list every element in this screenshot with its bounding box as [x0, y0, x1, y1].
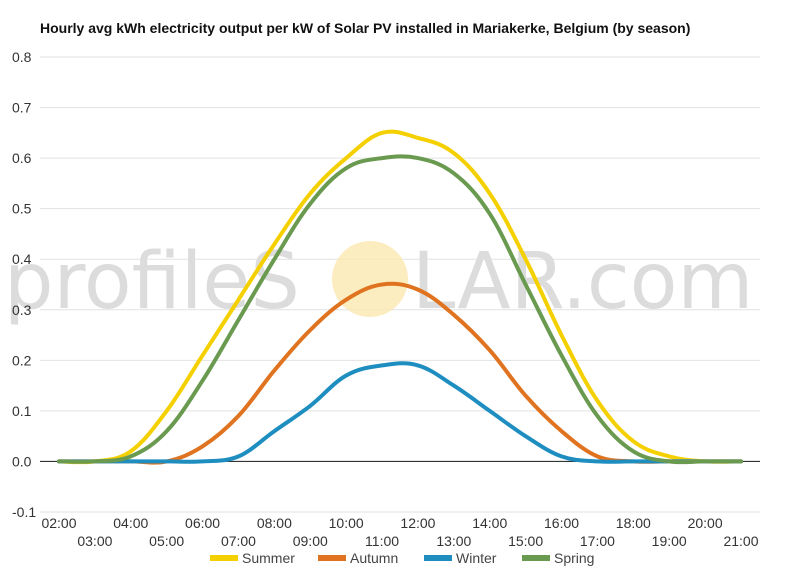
y-tick-label: 0.8: [12, 49, 32, 65]
x-tick-label: 05:00: [149, 533, 184, 549]
x-tick-label: 13:00: [436, 533, 471, 549]
x-tick-label: 15:00: [508, 533, 543, 549]
legend-label-winter: Winter: [456, 550, 497, 566]
series-lines: [57, 129, 743, 465]
watermark-text-left: profileS: [4, 237, 300, 327]
x-tick-label: 12:00: [400, 515, 435, 531]
y-tick-label: 0.1: [12, 403, 32, 419]
x-tick-label: 18:00: [616, 515, 651, 531]
x-tick-label: 04:00: [113, 515, 148, 531]
y-tick-label: 0.6: [12, 150, 32, 166]
x-tick-label: 03:00: [77, 533, 112, 549]
x-tick-label: 14:00: [472, 515, 507, 531]
x-tick-label: 11:00: [365, 533, 399, 549]
y-tick-label: 0.3: [12, 302, 32, 318]
series-line-summer: [57, 129, 743, 465]
y-tick-label: -0.1: [12, 504, 36, 520]
y-tick-label: 0.7: [12, 100, 32, 116]
x-axis: 02:00 04:00 06:00 08:00 10:00 12:00 14:00 16:00…: [41, 515, 758, 549]
watermark-text-right: LAR.com: [412, 237, 753, 327]
legend-label-spring: Spring: [554, 550, 594, 566]
chart-title: Hourly avg kWh electricity output per kW…: [40, 20, 690, 36]
x-tick-label: 09:00: [293, 533, 328, 549]
legend-label-summer: Summer: [242, 550, 295, 566]
x-tick-label: 10:00: [329, 515, 364, 531]
x-tick-label: 06:00: [185, 515, 220, 531]
watermark-sun-icon: [332, 241, 408, 317]
watermark-logo: profileS LAR.com: [4, 237, 753, 327]
y-tick-label: 0.5: [12, 201, 32, 217]
x-tick-label: 19:00: [652, 533, 687, 549]
legend-swatch-autumn: [318, 555, 346, 561]
legend: Summer Autumn Winter Spring: [210, 550, 594, 566]
x-tick-label: 08:00: [257, 515, 292, 531]
y-tick-label: 0.0: [12, 453, 32, 469]
y-tick-label: 0.4: [12, 251, 32, 267]
x-tick-label: 16:00: [544, 515, 579, 531]
x-tick-label: 07:00: [221, 533, 256, 549]
legend-label-autumn: Autumn: [350, 550, 398, 566]
x-tick-label: 21:00: [723, 533, 758, 549]
legend-swatch-summer: [210, 555, 238, 561]
series-line-winter: [57, 361, 743, 464]
x-tick-label: 20:00: [688, 515, 723, 531]
series-line-spring: [57, 154, 743, 465]
y-axis: -0.1 0.0 0.1 0.2 0.3 0.4 0.5 0.6 0.7 0.8: [12, 49, 36, 520]
y-tick-label: 0.2: [12, 352, 32, 368]
legend-swatch-winter: [424, 555, 452, 561]
legend-swatch-spring: [522, 555, 550, 561]
x-tick-label: 17:00: [580, 533, 615, 549]
x-tick-label: 02:00: [41, 515, 76, 531]
